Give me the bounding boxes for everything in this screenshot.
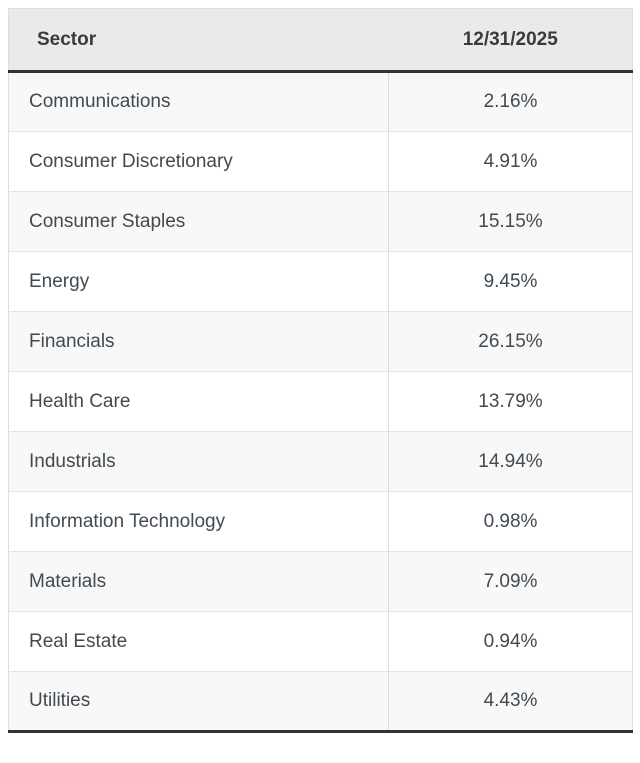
sector-cell: Consumer Staples	[8, 191, 389, 252]
value-cell: 0.98%	[388, 491, 633, 552]
table-row: Communications 2.16%	[8, 71, 633, 132]
value-cell: 4.91%	[388, 131, 633, 192]
table-row: Industrials 14.94%	[8, 431, 633, 492]
sector-cell: Information Technology	[8, 491, 389, 552]
value-cell: 14.94%	[388, 431, 633, 492]
value-cell: 26.15%	[388, 311, 633, 372]
table-row: Energy 9.45%	[8, 251, 633, 312]
sector-cell: Health Care	[8, 371, 389, 432]
table-row: Financials 26.15%	[8, 311, 633, 372]
table-row: Consumer Discretionary 4.91%	[8, 131, 633, 192]
sector-cell: Utilities	[8, 671, 389, 732]
sector-cell: Energy	[8, 251, 389, 312]
sector-cell: Industrials	[8, 431, 389, 492]
sector-cell: Financials	[8, 311, 389, 372]
value-cell: 7.09%	[388, 551, 633, 612]
sector-cell: Communications	[8, 71, 389, 132]
value-cell: 0.94%	[388, 611, 633, 672]
value-cell: 9.45%	[388, 251, 633, 312]
table-row: Health Care 13.79%	[8, 371, 633, 432]
table-row: Materials 7.09%	[8, 551, 633, 612]
value-cell: 15.15%	[388, 191, 633, 252]
sector-cell: Real Estate	[8, 611, 389, 672]
sector-allocation-table: Sector 12/31/2025 Communications 2.16% Con…	[8, 8, 633, 733]
table-row: Information Technology 0.98%	[8, 491, 633, 552]
table-header: Sector 12/31/2025	[8, 8, 633, 73]
header-row: Sector 12/31/2025	[8, 8, 633, 73]
table-row: Utilities 4.43%	[8, 671, 633, 732]
table-row: Real Estate 0.94%	[8, 611, 633, 672]
sector-cell: Materials	[8, 551, 389, 612]
table-body: Communications 2.16% Consumer Discretionar…	[8, 71, 633, 732]
value-cell: 4.43%	[388, 671, 633, 732]
sector-cell: Consumer Discretionary	[8, 131, 389, 192]
value-cell: 2.16%	[388, 71, 633, 132]
value-cell: 13.79%	[388, 371, 633, 432]
column-header-sector: Sector	[8, 8, 389, 73]
column-header-date: 12/31/2025	[388, 8, 633, 73]
table-row: Consumer Staples 15.15%	[8, 191, 633, 252]
